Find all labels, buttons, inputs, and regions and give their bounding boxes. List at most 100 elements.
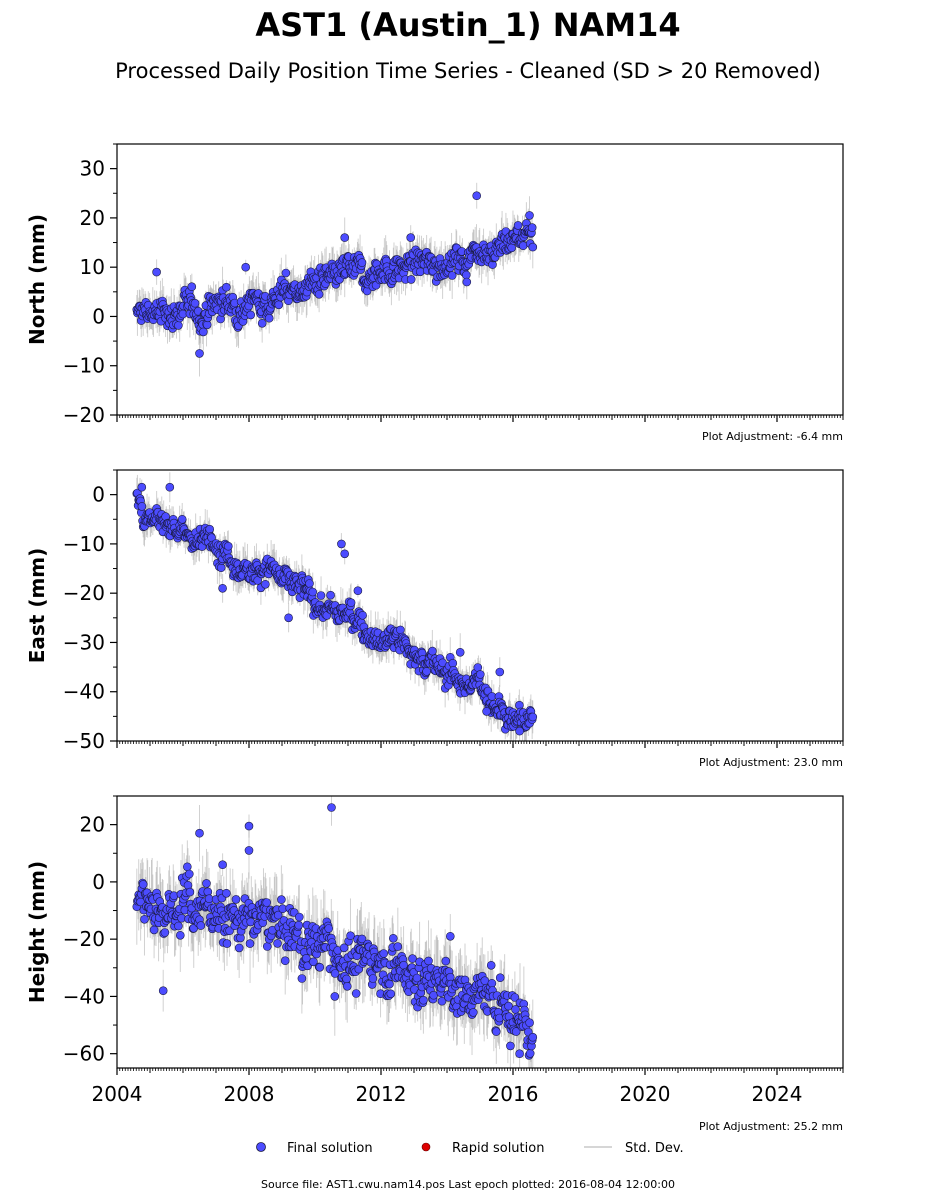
final-solution-point — [353, 586, 363, 596]
final-solution-point — [527, 223, 537, 232]
final-solution-point — [222, 888, 231, 898]
final-solution-point — [406, 275, 416, 284]
final-solution-point — [199, 327, 208, 337]
final-solution-point — [190, 298, 200, 308]
final-solution-point — [216, 563, 226, 573]
final-solution-point — [158, 986, 168, 996]
final-solution-point — [408, 954, 417, 963]
final-solution-point — [277, 895, 286, 904]
y-tick-label: 30 — [80, 157, 105, 181]
y-tick-label: −20 — [63, 403, 105, 427]
y-tick-label: 0 — [92, 304, 105, 328]
plot-adjustment: Plot Adjustment: 23.0 mm — [699, 756, 843, 769]
final-solution-point — [218, 860, 227, 870]
final-solution-point — [504, 1001, 513, 1011]
final-solution-point — [424, 956, 433, 966]
final-solution-point — [244, 821, 254, 831]
final-solution-point — [415, 267, 425, 277]
final-solution-point — [506, 1041, 515, 1051]
final-solution-point — [337, 539, 346, 549]
final-solution-point — [447, 271, 457, 280]
y-tick-label: −10 — [63, 532, 105, 556]
final-solution-point — [245, 939, 255, 948]
final-solution-point — [218, 583, 227, 593]
final-solution-point — [351, 989, 361, 998]
final-solution-point — [330, 992, 340, 1001]
final-solution-point — [152, 267, 161, 277]
final-solution-point — [511, 1027, 521, 1036]
y-axis-label: Height (mm) — [25, 861, 49, 1003]
final-solution-point — [174, 921, 183, 931]
legend-final-label: Final solution — [287, 1141, 373, 1156]
final-solution-point — [284, 613, 293, 623]
final-solution-point — [205, 524, 214, 534]
y-tick-label: −10 — [63, 354, 105, 378]
final-solution-point — [327, 803, 336, 812]
final-solution-point — [241, 262, 250, 272]
final-solution-point — [222, 939, 232, 948]
legend-rapid-marker — [421, 1142, 431, 1152]
final-solution-point — [305, 579, 314, 588]
final-solution-point — [379, 949, 389, 958]
final-solution-point — [187, 282, 197, 292]
final-solution-point — [137, 482, 147, 492]
final-solution-point — [195, 828, 204, 838]
final-solution-points — [132, 191, 538, 358]
legend-stddev-label: Std. Dev. — [625, 1141, 684, 1156]
x-tick-label: 2012 — [356, 1082, 407, 1106]
final-solution-point — [528, 1032, 538, 1042]
final-solution-point — [487, 978, 497, 988]
final-solution-point — [495, 973, 505, 983]
final-solution-point — [513, 221, 523, 230]
final-solution-points — [132, 482, 538, 736]
y-axis-label: East (mm) — [25, 548, 49, 664]
final-solution-point — [203, 887, 213, 897]
final-solution-point — [525, 211, 534, 220]
final-solution-point — [231, 895, 241, 904]
y-tick-label: 0 — [92, 870, 105, 894]
y-tick-label: −60 — [63, 1042, 105, 1066]
final-solution-point — [340, 233, 350, 242]
final-solution-point — [253, 576, 263, 585]
final-solution-point — [448, 658, 458, 668]
final-solution-point — [294, 912, 304, 922]
final-solution-point — [339, 943, 349, 953]
final-solution-point — [445, 931, 455, 941]
y-tick-label: −40 — [63, 680, 105, 704]
final-solution-point — [525, 1049, 535, 1058]
panel-2: −50 −40 −30 −20 −10 0 East (mm) Plot Adjustment… — [25, 469, 844, 769]
x-tick-label: 2024 — [752, 1082, 803, 1106]
final-solution-point — [462, 277, 472, 287]
legend-rapid-label: Rapid solution — [452, 1141, 544, 1156]
plot-adjustment: Plot Adjustment: 25.2 mm — [699, 1120, 843, 1133]
final-solution-point — [149, 925, 159, 935]
final-solution-point — [301, 953, 311, 963]
x-tick-label: 2004 — [92, 1082, 143, 1106]
final-solution-point — [257, 318, 267, 328]
final-solution-point — [262, 942, 272, 951]
y-tick-label: 20 — [80, 206, 105, 230]
final-solution-point — [261, 579, 270, 589]
final-solution-point — [224, 541, 233, 551]
figure-subtitle: Processed Daily Position Time Series - C… — [115, 59, 821, 83]
final-solution-point — [174, 321, 183, 330]
y-tick-label: −40 — [63, 984, 105, 1008]
final-solution-point — [297, 974, 307, 983]
final-solution-point — [510, 993, 520, 1002]
final-solution-point — [346, 598, 356, 608]
final-solution-point — [340, 549, 350, 559]
final-solution-point — [196, 921, 206, 930]
legend: Final solution Rapid solution Std. Dev. — [256, 1141, 684, 1156]
final-solution-point — [507, 243, 517, 253]
final-solution-point — [480, 976, 490, 986]
y-tick-label: 20 — [80, 813, 105, 837]
final-solution-point — [246, 310, 255, 320]
final-solution-point — [264, 313, 274, 323]
final-solution-point — [428, 646, 437, 656]
final-solution-points — [132, 803, 538, 1060]
y-tick-label: −20 — [63, 927, 105, 951]
final-solution-point — [225, 926, 234, 936]
final-solution-point — [515, 1049, 524, 1058]
final-solution-point — [419, 995, 428, 1005]
